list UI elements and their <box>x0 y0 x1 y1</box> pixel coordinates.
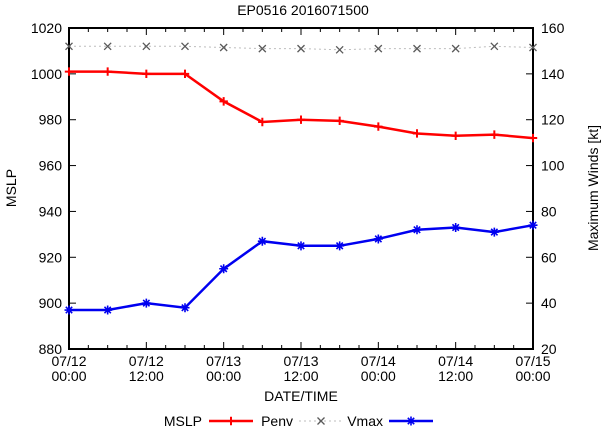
star-marker <box>219 264 229 274</box>
y-tick-label-left: 960 <box>39 158 63 174</box>
y-tick-label-right: 120 <box>541 112 565 128</box>
legend-item-penv: Penv <box>261 413 343 429</box>
cross-marker <box>181 42 189 51</box>
x-tick-label-date: 07/15 <box>515 353 550 369</box>
legend-item-mslp: MSLP <box>164 413 253 429</box>
tick-label-layer: 880 900 920 940 960 980 1000 1020 20 40 60 80 100 120… <box>31 20 565 384</box>
x-tick-label-date: 07/14 <box>361 353 396 369</box>
y-axis-title-right: Maximum Winds [kt] <box>585 125 601 251</box>
y-tick-label-right: 160 <box>541 20 565 36</box>
star-marker <box>528 220 538 230</box>
plus-marker <box>528 133 538 143</box>
y-tick-label-right: 80 <box>541 203 557 219</box>
star-marker <box>412 225 422 235</box>
plus-marker <box>64 67 74 76</box>
y-tick-label-right: 100 <box>541 158 565 174</box>
y-tick-label-left: 880 <box>39 341 63 357</box>
star-marker <box>180 303 190 313</box>
plus-marker <box>335 116 344 126</box>
series-line-vmax <box>69 223 534 312</box>
x-tick-label-date: 07/12 <box>129 353 164 369</box>
y-tick-label-left: 940 <box>39 203 63 219</box>
legend-label-penv: Penv <box>261 413 293 429</box>
plus-marker <box>374 122 383 131</box>
y-tick-label-right: 140 <box>541 66 565 82</box>
star-marker <box>489 227 499 237</box>
x-tick-label-date: 07/13 <box>283 353 318 369</box>
y-tick-label-left: 920 <box>39 249 63 265</box>
x-tick-label-date: 07/13 <box>206 353 241 369</box>
x-tick-label-time: 12:00 <box>129 368 164 384</box>
legend-label-mslp: MSLP <box>164 413 202 429</box>
plus-marker <box>180 69 190 79</box>
x-tick-label-time: 00:00 <box>515 368 550 384</box>
star-marker <box>406 416 416 426</box>
cross-marker <box>258 44 267 53</box>
x-tick-label-time: 12:00 <box>283 368 318 384</box>
cross-marker <box>413 44 421 53</box>
y-tick-label-left: 900 <box>39 295 63 311</box>
plus-marker <box>258 117 267 127</box>
x-tick-label-date: 07/14 <box>438 353 473 369</box>
x-tick-label-time: 12:00 <box>438 368 473 384</box>
cross-marker <box>374 44 383 53</box>
star-marker <box>257 236 267 246</box>
cross-marker <box>317 417 325 425</box>
y-tick-label-left: 1000 <box>31 66 62 82</box>
star-marker <box>451 222 461 232</box>
cross-marker <box>219 43 228 52</box>
plus-marker <box>226 416 236 426</box>
star-marker <box>335 241 345 251</box>
legend-label-vmax: Vmax <box>347 413 383 429</box>
series-vmax <box>64 220 538 315</box>
cross-marker <box>490 42 499 51</box>
x-tick-label-date: 07/12 <box>51 353 86 369</box>
star-marker <box>296 241 306 251</box>
y-tick-label-right: 20 <box>541 341 557 357</box>
cross-marker <box>335 45 344 54</box>
y-tick-label-right: 40 <box>541 295 557 311</box>
x-tick-label-time: 00:00 <box>51 368 86 384</box>
axes-layer <box>68 27 534 350</box>
plus-marker <box>451 131 460 140</box>
cross-marker <box>297 44 305 53</box>
legend-item-vmax: Vmax <box>347 413 433 429</box>
star-marker <box>373 234 383 244</box>
legend: MSLP Penv Vmax <box>164 413 433 429</box>
x-tick-label-time: 00:00 <box>206 368 241 384</box>
y-tick-label-left: 1020 <box>31 20 62 36</box>
x-tick-label-time: 00:00 <box>361 368 396 384</box>
star-marker <box>64 305 74 315</box>
y-axis-title-left: MSLP <box>3 169 19 207</box>
series-layer <box>64 42 538 315</box>
plus-marker <box>142 69 151 79</box>
chart-title: EP0516 2016071500 <box>237 2 369 18</box>
plus-marker <box>219 97 228 106</box>
x-axis-title: DATE/TIME <box>264 388 338 404</box>
series-mslp <box>64 67 538 143</box>
cross-marker <box>142 42 151 51</box>
cross-marker <box>103 42 112 51</box>
plus-marker <box>103 67 112 76</box>
plus-marker <box>412 129 422 138</box>
star-marker <box>103 305 113 315</box>
cross-marker <box>65 42 73 51</box>
plus-marker <box>490 130 499 139</box>
cross-marker <box>451 44 460 53</box>
plot-border <box>68 27 534 350</box>
y-tick-label-right: 60 <box>541 249 557 265</box>
star-marker <box>141 298 151 308</box>
series-line-mslp <box>69 70 534 140</box>
y-tick-label-left: 980 <box>39 112 63 128</box>
series-penv <box>65 42 537 54</box>
cross-marker <box>529 43 537 52</box>
plus-marker <box>296 115 306 124</box>
